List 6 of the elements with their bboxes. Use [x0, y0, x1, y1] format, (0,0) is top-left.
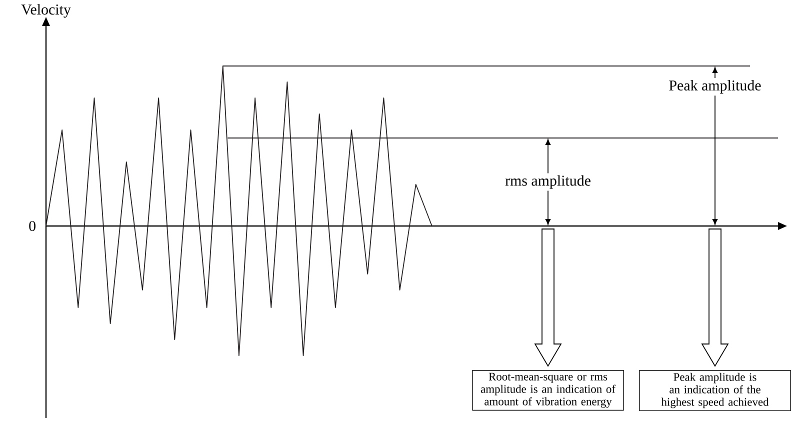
text: Root-mean-square or rms amplitude is an indication of amount of vibration energy — [480, 372, 616, 408]
ref-line-label: Peak amplitude — [669, 80, 761, 94]
ref-line-label: rms amplitude — [505, 175, 590, 189]
text: Peak amplitude is an indication of the highest speed achieved — [661, 372, 769, 408]
text: 0 — [29, 220, 36, 232]
y-axis-title: Velocity — [21, 4, 71, 18]
